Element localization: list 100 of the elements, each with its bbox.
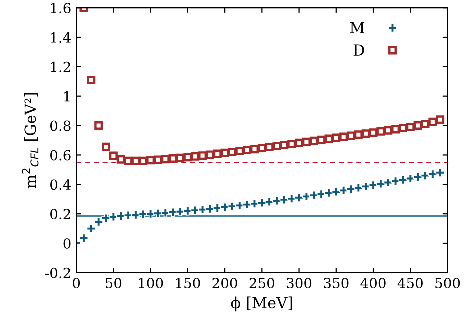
point <box>391 176 400 186</box>
x-axis-title: ϕ [MeV] <box>231 296 292 312</box>
point <box>213 150 222 158</box>
point <box>414 122 422 130</box>
point <box>109 212 118 222</box>
x-tick-label: 400 <box>360 278 386 289</box>
point <box>332 187 341 197</box>
point <box>250 145 259 154</box>
point <box>132 156 140 166</box>
point <box>436 168 445 178</box>
y-tick-label: 0.2 <box>50 209 70 220</box>
point <box>258 144 266 153</box>
x-tick-label: 250 <box>250 278 274 289</box>
point <box>191 152 200 161</box>
point <box>354 183 364 193</box>
point <box>228 148 237 157</box>
point <box>272 196 282 206</box>
point <box>154 156 162 164</box>
point <box>406 123 415 132</box>
point <box>436 116 445 124</box>
point <box>116 155 126 164</box>
point <box>235 201 244 210</box>
y-tick-label: 1 <box>64 91 70 102</box>
y-tick-label: 0.6 <box>50 150 71 161</box>
x-tick-label: 300 <box>287 278 312 289</box>
point <box>236 147 244 156</box>
x-tick-label: 150 <box>176 278 200 289</box>
point <box>176 154 185 162</box>
point <box>384 178 393 188</box>
point <box>295 138 304 148</box>
point <box>198 152 208 160</box>
point <box>124 210 134 220</box>
y-tick-label: 0 <box>64 238 71 249</box>
point <box>146 156 156 165</box>
point <box>94 218 104 227</box>
point <box>265 143 274 152</box>
point <box>184 153 192 162</box>
point <box>398 176 408 185</box>
point <box>324 134 334 144</box>
y-tick-label: -0.2 <box>46 268 70 278</box>
point <box>220 202 230 212</box>
point <box>280 195 290 205</box>
point <box>272 142 282 150</box>
point <box>369 128 378 138</box>
point <box>161 155 170 164</box>
point <box>346 184 356 194</box>
point <box>324 188 334 198</box>
point <box>362 130 370 138</box>
point <box>413 172 423 182</box>
point <box>206 204 215 214</box>
legend-label: M <box>350 22 364 34</box>
x-tick-label: 350 <box>324 278 349 289</box>
point <box>339 186 348 196</box>
point <box>362 182 371 192</box>
y-axis-title: m$^{2}$$_{CFL}$ [GeV²] <box>22 93 39 189</box>
point <box>280 140 289 150</box>
point <box>376 179 386 189</box>
point <box>242 200 252 210</box>
point <box>421 120 430 129</box>
point <box>392 125 400 134</box>
point <box>420 171 430 180</box>
point <box>288 140 296 148</box>
x-tick-label: 200 <box>212 278 238 289</box>
x-tick-label: 0 <box>73 278 80 289</box>
point <box>243 146 252 154</box>
point <box>206 150 214 160</box>
point <box>316 190 326 199</box>
y-tick-label: 1.6 <box>51 3 71 14</box>
point <box>354 130 363 140</box>
point <box>428 170 438 179</box>
point <box>332 134 341 142</box>
point <box>102 214 111 224</box>
x-tick-label: 500 <box>436 278 460 289</box>
point <box>86 224 96 234</box>
y-tick-label: 1.2 <box>51 62 70 72</box>
y-tick-label: 0.4 <box>50 180 71 190</box>
point <box>168 154 178 163</box>
point <box>294 193 304 202</box>
y-tick-label: 1.4 <box>51 32 71 43</box>
legend-label: D <box>354 44 364 56</box>
point <box>79 234 89 243</box>
point <box>406 174 416 184</box>
point <box>94 122 104 130</box>
point <box>220 148 230 158</box>
point <box>258 198 267 208</box>
x-tick-label: 50 <box>106 278 122 289</box>
point <box>376 127 386 136</box>
point <box>131 210 141 220</box>
point <box>310 136 318 146</box>
point <box>340 132 348 142</box>
point <box>317 136 326 144</box>
point <box>139 156 148 166</box>
x-tick-label: 100 <box>139 278 164 289</box>
x-tick-label: 450 <box>398 278 423 289</box>
point <box>87 76 96 84</box>
point <box>302 192 312 202</box>
y-tick-label: 0.8 <box>50 120 71 132</box>
point <box>109 152 118 160</box>
point <box>428 118 438 126</box>
point <box>302 138 311 146</box>
